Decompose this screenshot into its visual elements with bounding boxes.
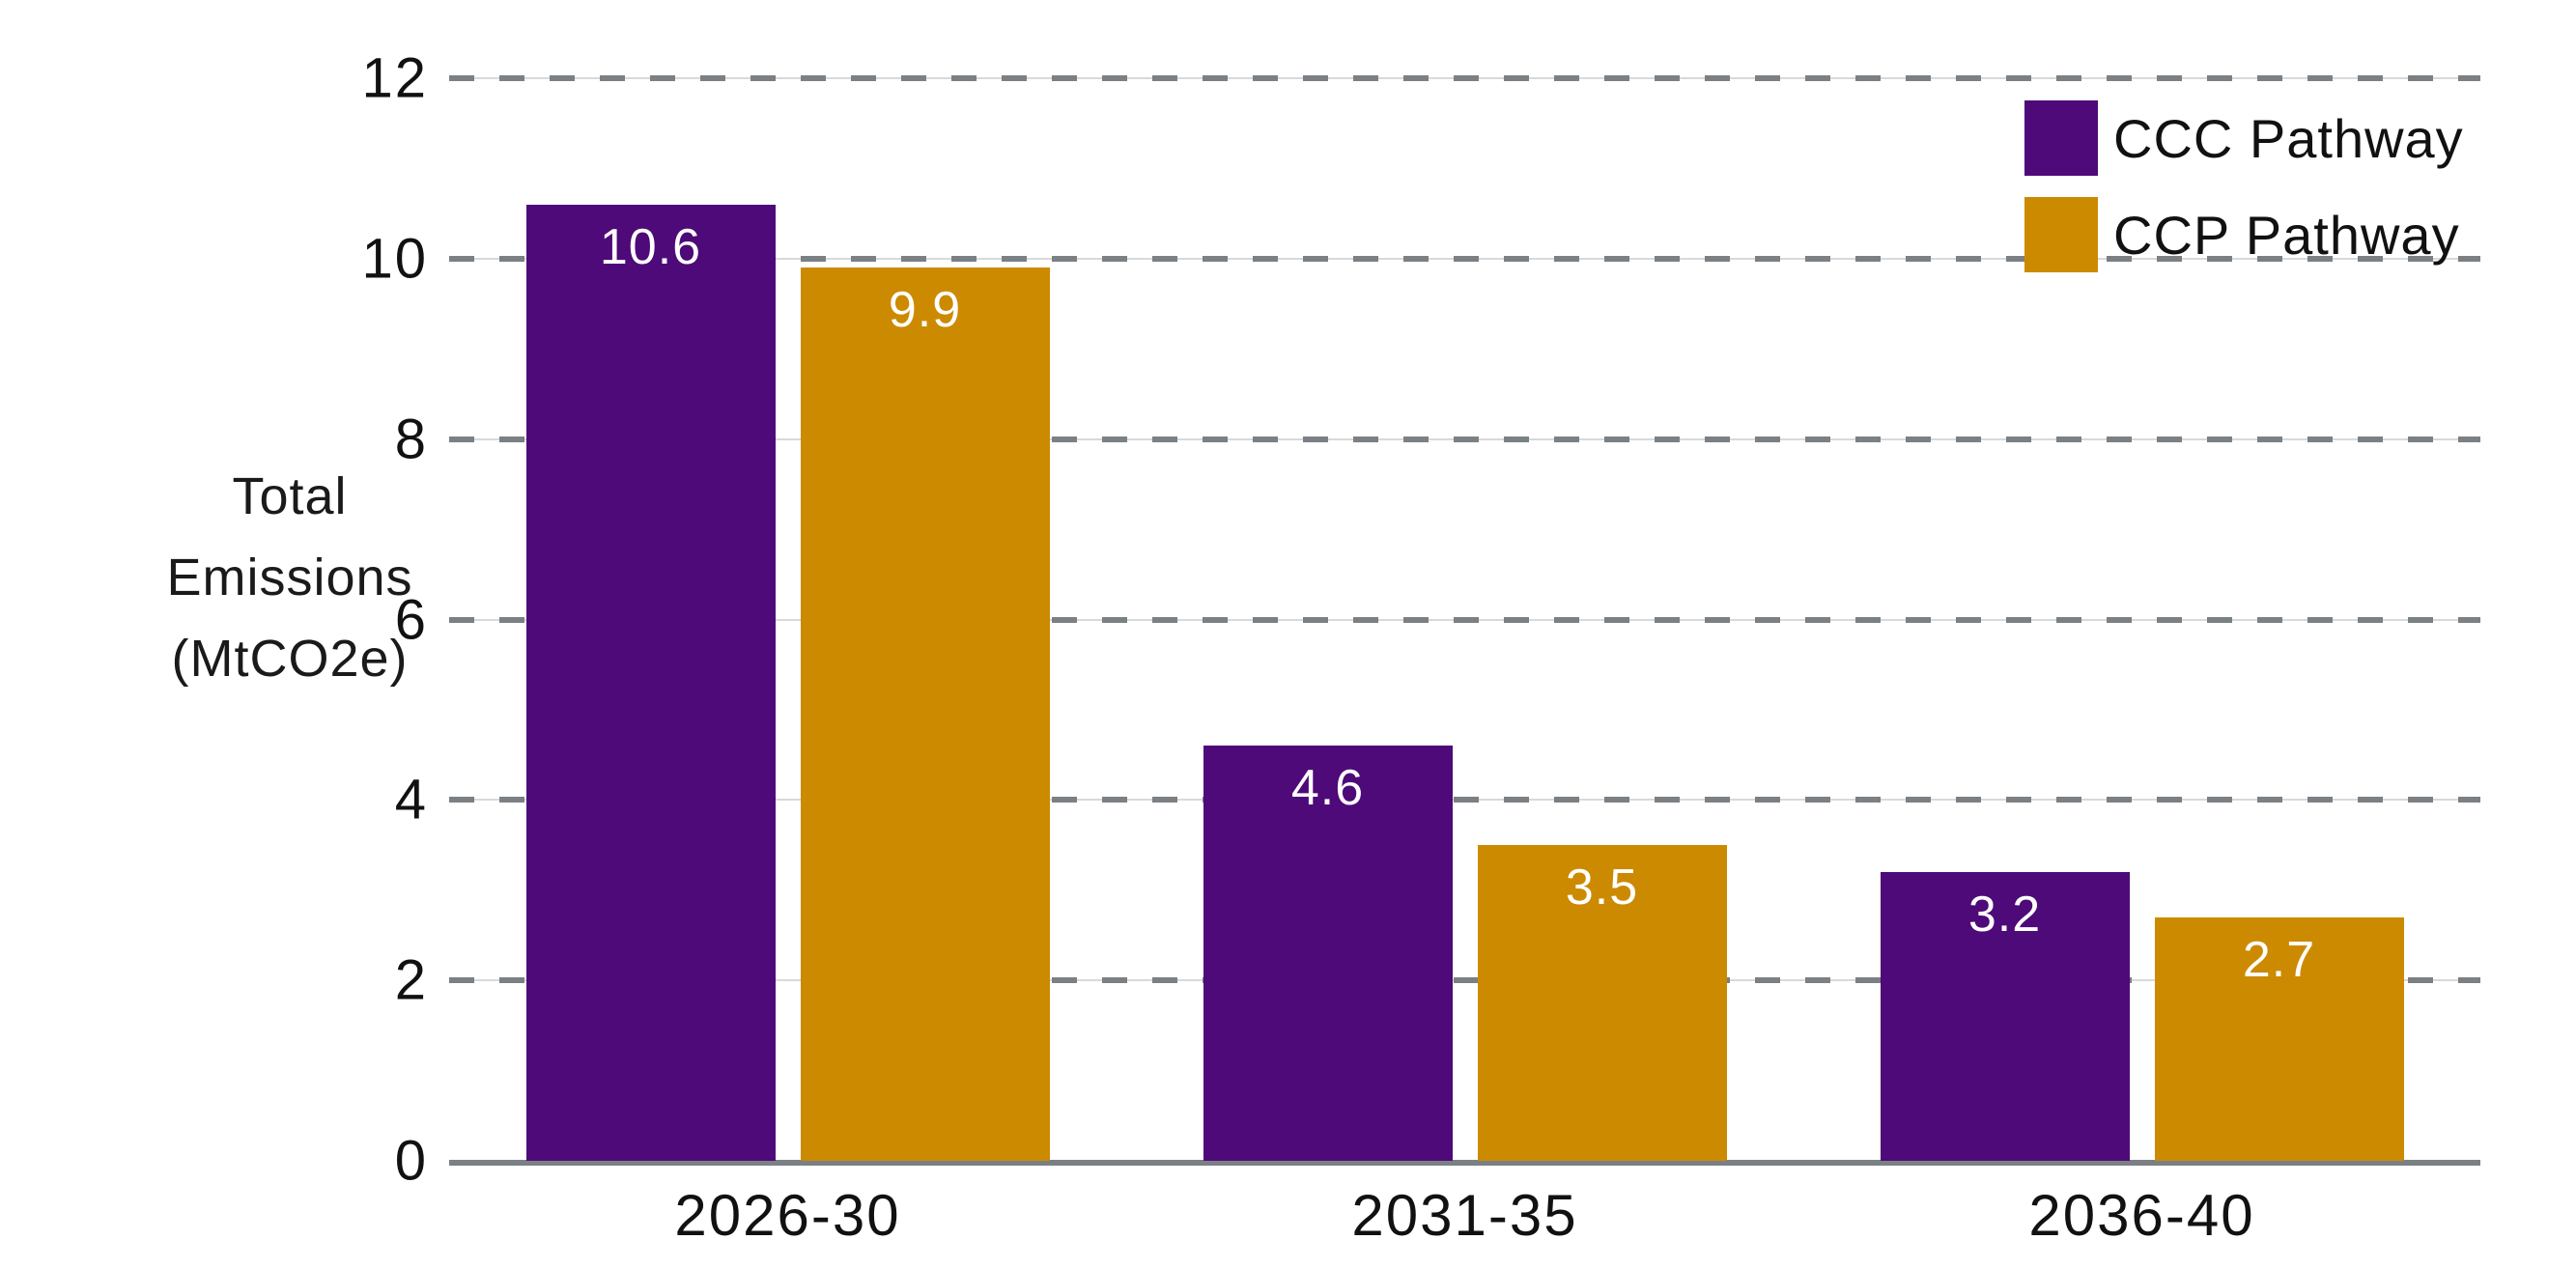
y-tick-label: 10 bbox=[361, 227, 428, 291]
gridline bbox=[449, 436, 2480, 442]
y-tick-label: 4 bbox=[394, 768, 428, 831]
bar-value-label: 9.9 bbox=[888, 282, 962, 339]
y-tick-label: 12 bbox=[361, 46, 428, 110]
bar-value-label: 3.2 bbox=[1967, 887, 2042, 944]
gridline bbox=[449, 255, 2480, 262]
bar-ccp-2036-40: 2.7 bbox=[2154, 916, 2404, 1161]
bar-value-label: 10.6 bbox=[599, 218, 702, 275]
legend-swatch-ccp bbox=[2024, 197, 2098, 272]
bar-group-2031-35: 4.6 3.5 bbox=[1126, 78, 1803, 1161]
bar-ccc-2031-35: 4.6 bbox=[1203, 746, 1453, 1161]
gridline bbox=[449, 977, 2480, 984]
gridline bbox=[449, 797, 2480, 803]
bar-ccc-2036-40: 3.2 bbox=[1880, 872, 2130, 1161]
legend-label: CCC Pathway bbox=[2113, 107, 2464, 169]
y-axis-title: Total Emissions (MtCO2e) bbox=[106, 456, 473, 699]
legend-swatch-ccc bbox=[2024, 100, 2098, 176]
y-axis-title-line: Emissions bbox=[166, 549, 413, 606]
y-tick-label: 6 bbox=[394, 588, 428, 651]
bar-group-2026-30: 10.6 9.9 bbox=[449, 78, 1126, 1161]
legend: CCC Pathway CCP Pathway bbox=[2024, 100, 2464, 272]
bar-ccc-2026-30: 10.6 bbox=[525, 204, 776, 1161]
legend-label: CCP Pathway bbox=[2113, 204, 2460, 266]
y-axis-title-line: (MtCO2e) bbox=[171, 630, 409, 688]
x-axis-labels: 2026-30 2031-35 2036-40 bbox=[449, 1182, 2480, 1249]
bar-group-2036-40: 3.2 2.7 bbox=[1803, 78, 2480, 1161]
y-tick-label: 0 bbox=[394, 1129, 428, 1193]
bar-ccp-2031-35: 3.5 bbox=[1477, 845, 1727, 1161]
x-axis-line bbox=[449, 1160, 2480, 1166]
x-category-label: 2026-30 bbox=[674, 1183, 901, 1248]
gridline bbox=[449, 75, 2480, 81]
x-category-label: 2036-40 bbox=[2028, 1183, 2255, 1248]
bar-ccp-2026-30: 9.9 bbox=[800, 268, 1050, 1161]
plot-area: 12 10 8 6 4 2 0 bbox=[361, 47, 2480, 1248]
bar-value-label: 4.6 bbox=[1290, 760, 1365, 817]
x-category-label: 2031-35 bbox=[1351, 1183, 1578, 1248]
legend-item-ccc: CCC Pathway bbox=[2024, 100, 2464, 176]
y-tick-label: 2 bbox=[394, 948, 428, 1012]
bar-groups: 10.6 9.9 4.6 3.5 3.2 2.7 bbox=[449, 78, 2480, 1161]
y-axis-title-line: Total bbox=[232, 467, 348, 525]
bar-value-label: 2.7 bbox=[2242, 931, 2316, 988]
bar-value-label: 3.5 bbox=[1565, 859, 1639, 916]
gridline bbox=[449, 616, 2480, 623]
y-tick-label: 8 bbox=[394, 408, 428, 471]
legend-item-ccp: CCP Pathway bbox=[2024, 197, 2464, 272]
